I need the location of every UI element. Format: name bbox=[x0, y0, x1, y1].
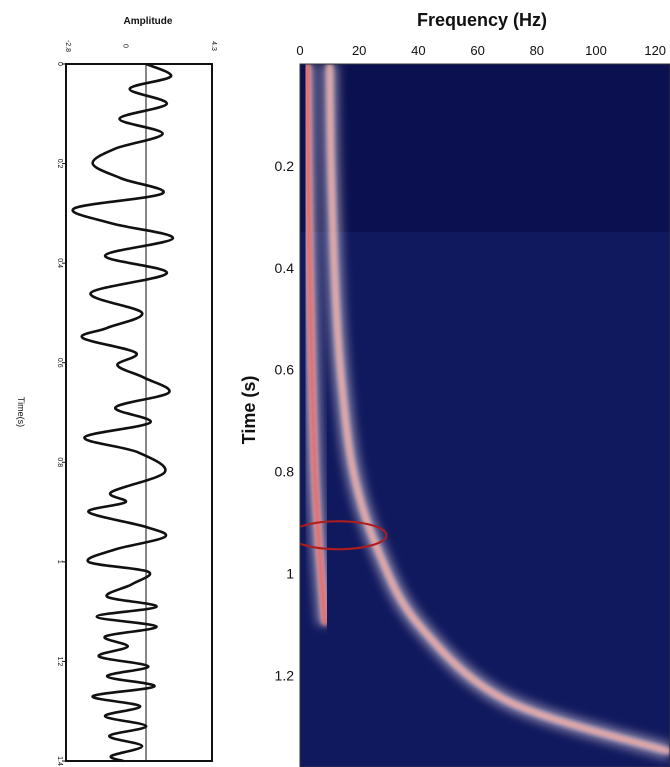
heatmap-y-tick-label: 0.2 bbox=[275, 158, 295, 174]
heatmap-y-tick-label: 0.6 bbox=[275, 362, 295, 378]
trace-y-tick-label: 0.6 bbox=[56, 358, 63, 368]
trace-x-tick-label: -2.8 bbox=[64, 40, 71, 52]
heatmap-plot bbox=[300, 64, 670, 767]
heatmap-y-tick-label: 1 bbox=[286, 565, 294, 581]
heatmap-x-tick-label: 120 bbox=[644, 43, 666, 58]
heatmap-x-tick-label: 80 bbox=[530, 43, 544, 58]
heatmap-x-tick-label: 40 bbox=[411, 43, 425, 58]
trace-y-tick-label: 1 bbox=[56, 560, 63, 564]
heatmap-y-ticks: 0.2 0.4 0.6 0.8 1 1.2 bbox=[275, 158, 295, 683]
heatmap-y-axis-label: Time (s) bbox=[239, 376, 259, 445]
heatmap-y-tick-label: 1.2 bbox=[275, 667, 295, 683]
heatmap-ridge-core bbox=[328, 64, 670, 753]
trace-x-tick-label: 0 bbox=[122, 44, 129, 48]
trace-y-ticks: 0 0.2 0.4 0.6 0.8 1 1.2 1.4 bbox=[56, 62, 66, 766]
trace-series-line bbox=[71, 62, 175, 763]
trace-title: Amplitude bbox=[124, 16, 173, 27]
heatmap-x-ticks: 0 20 40 60 80 100 120 bbox=[296, 43, 666, 58]
trace-y-tick-label: 1.2 bbox=[56, 657, 63, 667]
heatmap-x-tick-label: 0 bbox=[296, 43, 303, 58]
heatmap-y-tick-label: 0.4 bbox=[275, 260, 295, 276]
heatmap-y-tick-label: 0.8 bbox=[275, 464, 295, 480]
heatmap-annotation-ellipse bbox=[300, 520, 388, 551]
heatmap-frame bbox=[299, 63, 670, 767]
heatmap-x-tick-label: 60 bbox=[470, 43, 484, 58]
trace-y-tick-label: 0.4 bbox=[56, 258, 63, 268]
trace-x-ticks: -2.8 0 4.3 bbox=[64, 40, 217, 52]
trace-y-tick-label: 0 bbox=[56, 62, 63, 66]
trace-y-axis-label: Time(s) bbox=[16, 397, 26, 427]
trace-frame bbox=[65, 63, 213, 762]
heatmap-x-tick-label: 100 bbox=[585, 43, 607, 58]
heatmap-title: Frequency (Hz) bbox=[417, 10, 547, 30]
trace-y-tick-label: 0.8 bbox=[56, 457, 63, 467]
heatmap-x-tick-label: 20 bbox=[352, 43, 366, 58]
trace-y-tick-label: 1.4 bbox=[56, 756, 63, 766]
trace-x-tick-label: 4.3 bbox=[210, 41, 217, 51]
trace-y-tick-label: 0.2 bbox=[56, 159, 63, 169]
